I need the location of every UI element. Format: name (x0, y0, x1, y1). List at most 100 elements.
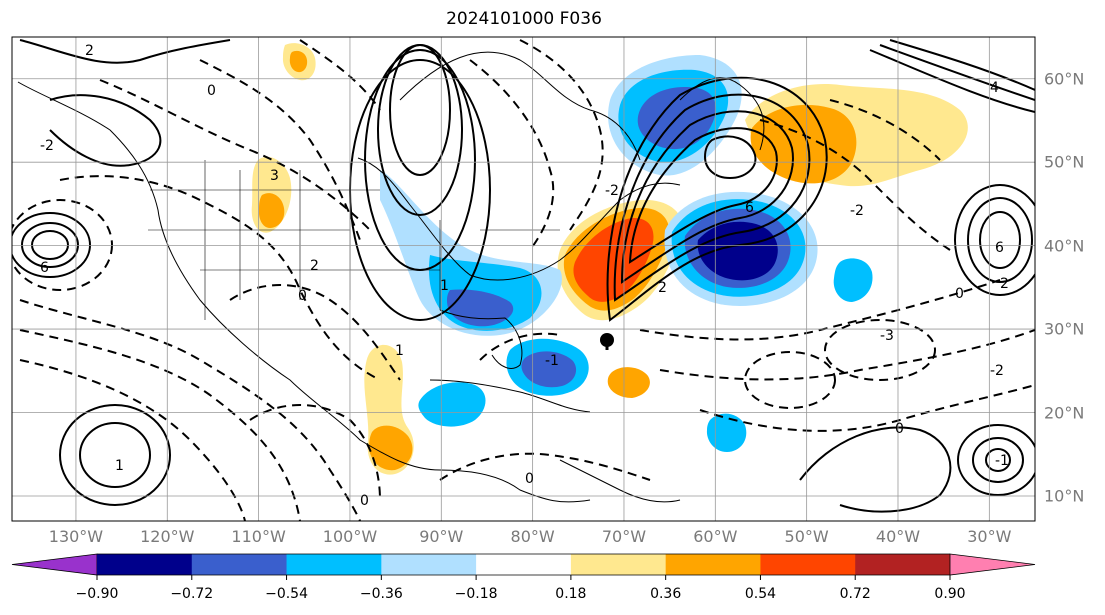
contour-label: 0 (895, 421, 904, 437)
positive-anomaly-area (369, 425, 413, 471)
colorbar-extend-high (949, 553, 1036, 576)
solid-contour (79, 422, 151, 488)
longitude-label: 50°W (784, 527, 829, 546)
negative-anomaly-area (706, 413, 747, 452)
colorbar-swatch (855, 554, 951, 575)
colorbar-tick-label: −0.36 (359, 586, 403, 602)
colorbar-tick-label: 0.72 (839, 586, 871, 602)
latitude-label: 40°N (1044, 236, 1085, 256)
colorbar-swatch (381, 554, 477, 575)
colorbar-tick-label: −0.72 (170, 586, 214, 602)
longitude-label: 70°W (601, 527, 647, 546)
latitude-label: 50°N (1044, 152, 1085, 172)
colorbar-tick-label: −0.18 (454, 586, 498, 602)
contour-label: 4 (990, 80, 999, 96)
colorbar (11, 553, 1036, 580)
contour-label: 0 (298, 288, 307, 304)
contour-label: 3 (270, 168, 279, 184)
solid-contour (12, 212, 91, 278)
contour-label: 6 (40, 260, 49, 276)
dashed-contour (12, 199, 113, 291)
contour-label: -2 (605, 183, 619, 199)
colorbar-swatch (570, 554, 667, 575)
contour-label: -3 (880, 328, 894, 344)
contour-label: 0 (207, 83, 216, 99)
contour-label: -1 (995, 453, 1009, 469)
contour-label: -2 (990, 363, 1004, 379)
gridlines (12, 37, 1035, 521)
contour-label: 0 (360, 493, 369, 509)
solid-contour (389, 44, 451, 176)
longitude-label: 130°W (48, 527, 104, 546)
positive-anomaly-area (289, 50, 308, 73)
colorbar-frame (97, 553, 950, 576)
solid-contour (869, 49, 1035, 113)
dashed-contour (299, 39, 381, 111)
dashed-contour (469, 59, 555, 251)
plot-title: 2024101000 F036 (446, 9, 602, 29)
solid-contour (49, 94, 162, 167)
latitude-label: 10°N (1044, 486, 1085, 506)
dashed-contour (639, 279, 1001, 341)
longitude-label: 120°W (140, 527, 195, 546)
longitude-label: 30°W (967, 527, 1012, 546)
solid-contour (799, 426, 952, 513)
map-frame (11, 36, 1036, 522)
dashed-contour (519, 39, 604, 231)
contour-label: -2 (850, 203, 864, 219)
colorbar-tick-label: −0.54 (265, 586, 308, 602)
solid-contour (954, 184, 1035, 296)
longitude-label: 80°W (510, 527, 555, 546)
contour-label: 2 (658, 280, 667, 296)
contour-label: -2 (40, 138, 54, 154)
colorbar-swatch (97, 554, 193, 575)
longitude-label: 60°W (693, 527, 738, 546)
latitude-label: 60°N (1044, 69, 1085, 89)
solid-contour (606, 76, 828, 322)
solid-contour (620, 110, 794, 284)
longitude-label: 40°W (875, 527, 921, 546)
dashed-contour (744, 351, 836, 409)
solid-contour (889, 39, 1035, 91)
dashed-contour (199, 59, 361, 241)
solid-contour (985, 448, 1011, 472)
solid-contour (21, 222, 79, 268)
contour-label: 1 (440, 278, 449, 294)
latitude-label: 20°N (1044, 403, 1085, 423)
dashed-contour (659, 329, 1035, 381)
contour-label: 1 (395, 343, 404, 359)
dashed-contour (829, 99, 941, 161)
colorbar-tick-label: 0.54 (744, 586, 777, 602)
negative-anomaly-area (833, 258, 873, 302)
colorbar-swatch (665, 554, 761, 575)
dashed-contour (19, 299, 361, 521)
colorbar-swatch (191, 554, 288, 575)
colorbar-tick-label: 0.90 (934, 586, 966, 602)
contour-label-group: 3 6 6 6 2 2 2 -3 0 0 0 0 0 0 -1 1 2 4 -2… (40, 43, 1009, 509)
longitude-label: 110°W (231, 527, 286, 546)
dashed-contour (699, 384, 1035, 432)
dashed-contour (229, 284, 401, 381)
solid-contour (879, 44, 1035, 101)
contour-label: 0 (955, 286, 964, 302)
colorbar-swatch (760, 554, 856, 575)
negative-anomaly-area (521, 351, 577, 388)
contour-label: 2 (1000, 276, 1009, 292)
dashed-contour (19, 329, 301, 521)
colorbar-tick-label: 0.18 (555, 586, 587, 602)
negative-anomaly-area (697, 221, 778, 281)
solid-contour (19, 39, 231, 64)
shaded-anomaly-layer (251, 43, 968, 475)
dashed-contour (759, 119, 951, 251)
longitude-label: 100°W (322, 527, 378, 546)
positive-anomaly-area (607, 367, 650, 398)
dashed-contour (99, 79, 371, 231)
colorbar-swatch (286, 554, 382, 575)
contour-label: 0 (525, 471, 534, 487)
solid-contour (703, 135, 757, 180)
dashed-contour (439, 452, 651, 481)
contour-label: 6 (995, 240, 1004, 256)
colorbar-extend-low (11, 553, 98, 576)
negative-anomaly-area (418, 382, 486, 427)
